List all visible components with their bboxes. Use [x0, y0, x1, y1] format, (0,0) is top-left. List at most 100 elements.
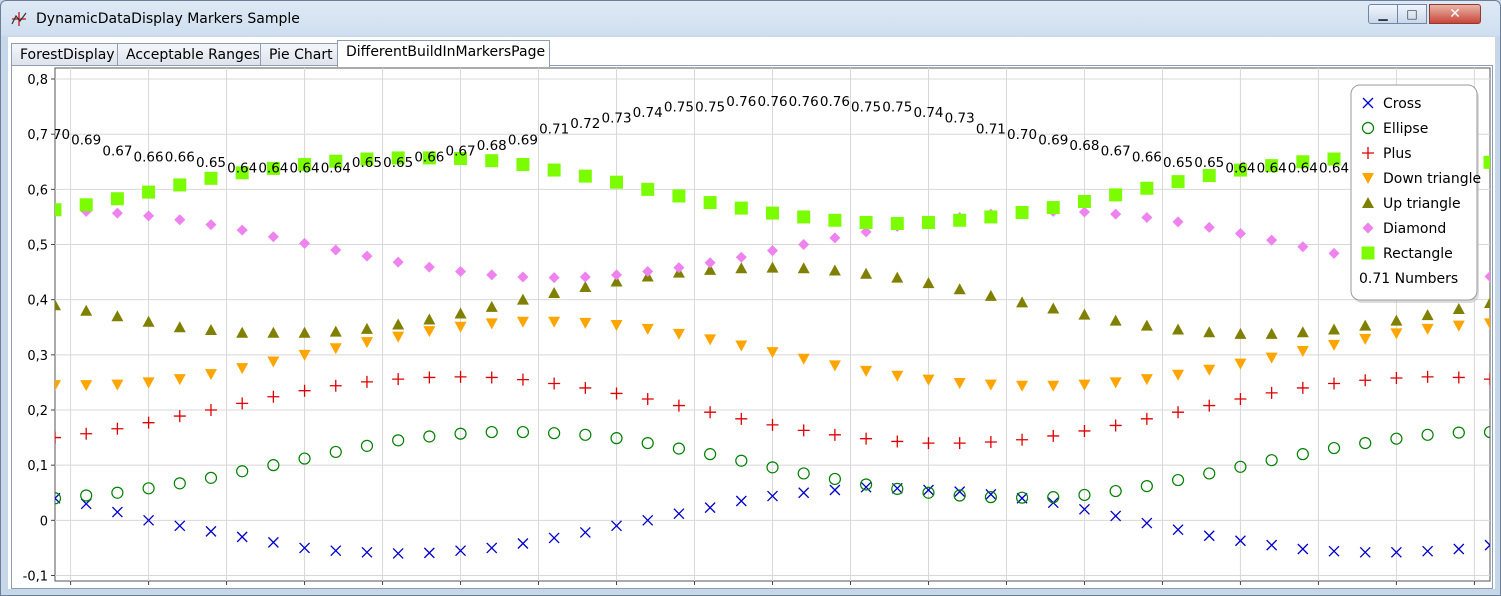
x-tick-label: 0,85: [1304, 587, 1333, 588]
series-plus-point: [80, 427, 93, 440]
y-tick-label: 0,7: [27, 128, 48, 143]
series-diamond-point: [455, 266, 467, 278]
series-up-triangle-point: [1140, 319, 1153, 331]
series-down-triangle-point: [1047, 380, 1060, 392]
series-down-triangle-point: [142, 377, 155, 389]
series-ellipse-point: [579, 428, 592, 441]
legend-box: [1350, 84, 1478, 301]
x-tick-label: 0,95: [1460, 587, 1489, 588]
series-rectangle-point: [235, 166, 249, 180]
series-plus-point: [329, 379, 342, 392]
markers-chart[interactable]: -0,1 0 0,1 0,2 0,3 0,4 0,5 0,6 0,7 0,8 0,05 0,1 0,15…: [12, 66, 1492, 595]
x-tick-label: 0,55: [836, 587, 865, 588]
series-ellipse-point: [173, 477, 186, 490]
close-button[interactable]: ✕: [1429, 4, 1481, 24]
series-cross-point: [767, 490, 778, 502]
series-rectangle-point: [422, 151, 436, 165]
series-plus-point: [1203, 399, 1216, 412]
series-down-triangle-point: [111, 379, 124, 391]
number-data-label: 0.69: [508, 133, 538, 149]
series-plus-point: [953, 437, 966, 450]
x-tick-label: 0,2: [294, 587, 315, 588]
series-up-triangle-point: [1047, 302, 1060, 314]
series-down-triangle-point: [1140, 374, 1153, 386]
series-down-triangle-point: [360, 337, 373, 349]
series-up-triangle-point: [485, 300, 498, 312]
series-up-triangle-point: [204, 324, 217, 336]
minimize-button[interactable]: ▁: [1368, 4, 1398, 24]
series-down-triangle-point: [1328, 339, 1341, 351]
series-down-triangle-point: [485, 318, 498, 330]
series-cross-point: [236, 531, 248, 543]
series-cross-point: [611, 520, 622, 532]
series-cross-point: [1203, 530, 1215, 542]
series-up-triangle-point: [55, 299, 61, 311]
legend-label: Rectangle: [1383, 246, 1453, 262]
x-tick-label: 0,7: [1074, 587, 1095, 588]
series-down-triangle-point: [1296, 345, 1309, 357]
series-ellipse-point: [55, 492, 62, 505]
series-down-triangle-point: [423, 326, 436, 338]
y-tick-label: 0,5: [27, 239, 48, 254]
series-rectangle-point: [79, 198, 93, 212]
title-bar[interactable]: DynamicDataDisplay Markers Sample ▁ □ ✕: [1, 1, 1500, 37]
series-up-triangle-point: [704, 263, 717, 275]
series-plus-point: [516, 373, 529, 386]
number-data-label: 0.67: [1101, 144, 1131, 160]
tab-acceptable-ranges[interactable]: Acceptable Ranges: [117, 43, 261, 65]
number-data-label: 0.75: [664, 100, 694, 116]
series-up-triangle-point: [1234, 327, 1247, 339]
series-down-triangle-point: [641, 323, 654, 335]
x-tick-label: 0,35: [524, 587, 553, 588]
series-rectangle-point: [1327, 152, 1341, 166]
tab-forest-display[interactable]: ForestDisplay: [11, 43, 118, 65]
series-diamond-point: [767, 245, 778, 257]
series-down-triangle-point: [766, 347, 779, 359]
series-plus-point: [1078, 424, 1091, 437]
number-data-label: 0.75: [695, 100, 725, 116]
series-up-triangle-point: [1421, 309, 1434, 321]
series-up-triangle-point: [579, 280, 592, 292]
down-triangle-marker-icon: [1362, 173, 1374, 184]
series-cross-point: [829, 484, 841, 496]
series-rectangle-point: [921, 215, 935, 229]
series-rectangle-point: [547, 163, 561, 177]
series-rectangle-point: [1483, 155, 1490, 169]
series-ellipse-point: [641, 436, 654, 450]
maximize-button[interactable]: □: [1397, 4, 1427, 24]
number-data-label: 0.64: [1319, 160, 1349, 176]
series-ellipse-point: [329, 445, 342, 459]
series-cross-point: [923, 484, 934, 496]
legend-label: Up triangle: [1383, 196, 1461, 212]
series-cross-point: [174, 520, 186, 532]
series-up-triangle-point: [984, 289, 997, 301]
tab-different-build-in-markers[interactable]: DifferentBuildInMarkersPage: [337, 40, 550, 67]
number-data-label: 0.70: [1007, 127, 1037, 143]
series-down-triangle-point: [55, 380, 61, 392]
series-rectangle-point: [485, 154, 499, 168]
series-up-triangle-point: [735, 262, 748, 274]
series-up-triangle-point: [173, 321, 186, 333]
series-plus-point: [55, 431, 61, 444]
tab-pie-chart[interactable]: Pie Chart: [260, 43, 338, 65]
series-diamond-point: [267, 231, 279, 243]
y-tick-label: -0,1: [23, 569, 48, 584]
series-plus-point: [1328, 377, 1341, 390]
number-data-label: 0.76: [726, 94, 756, 110]
chart-marks: 0.70 0.690.67 0.66 0.66 0.65 0.64 0.64 0.64 0.64…: [55, 94, 1490, 559]
number-data-label: 0.68: [1069, 138, 1099, 154]
series-cross-point: [673, 508, 685, 520]
series-rectangle-point: [890, 217, 904, 231]
diamond-marker-icon: [1362, 222, 1374, 234]
series-ellipse-point: [1078, 488, 1091, 502]
number-data-label: 0.65: [196, 155, 226, 171]
series-up-triangle-point: [1109, 314, 1122, 326]
number-data-label: 0.66: [1132, 149, 1162, 165]
legend-label: Plus: [1383, 146, 1412, 162]
series-ellipse-point: [1296, 448, 1309, 461]
series-rectangle-point: [329, 154, 343, 168]
series-plus-point: [704, 406, 717, 419]
series-diamond-point: [392, 256, 404, 268]
series-rectangle-point: [1171, 175, 1185, 189]
series-cross-point: [1234, 535, 1246, 547]
